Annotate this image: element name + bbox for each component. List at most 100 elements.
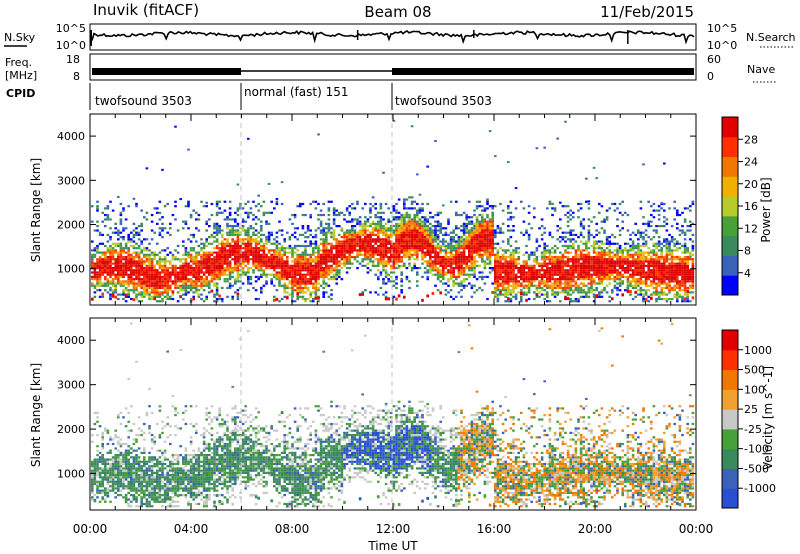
heatmap-cell <box>455 262 458 265</box>
heatmap-cell <box>361 260 364 263</box>
heatmap-cell <box>187 251 190 254</box>
heatmap-cell <box>130 297 133 301</box>
heatmap-cell <box>470 247 474 250</box>
heatmap-cell <box>140 249 143 252</box>
heatmap-cell <box>267 258 271 261</box>
heatmap-cell <box>434 220 437 223</box>
heatmap-cell <box>143 216 146 219</box>
heatmap-cell <box>434 240 437 243</box>
heatmap-cell <box>499 293 502 296</box>
heatmap-cell <box>395 222 398 225</box>
heatmap-cell <box>561 289 565 292</box>
heatmap-cell <box>631 247 635 250</box>
heatmap-cell <box>507 255 510 259</box>
heatmap-cell <box>439 271 442 274</box>
heatmap-cell <box>135 273 138 276</box>
heatmap-cell <box>111 266 115 270</box>
heatmap-cell <box>387 255 390 259</box>
heatmap-cell <box>374 227 377 230</box>
heatmap-cell <box>507 289 510 292</box>
heatmap-cell <box>507 280 510 283</box>
heatmap-cell <box>135 282 138 285</box>
heatmap-cell <box>655 297 658 301</box>
heatmap-cell <box>200 258 203 261</box>
heatmap-cell <box>200 200 203 203</box>
heatmap-cell <box>434 231 437 234</box>
heatmap-cell <box>145 284 149 287</box>
heatmap-cell <box>335 269 338 272</box>
heatmap-cell <box>387 233 390 237</box>
heatmap-cell <box>629 293 632 296</box>
heatmap-cell <box>296 278 299 281</box>
heatmap-cell <box>270 278 273 281</box>
heatmap-cell <box>384 260 388 263</box>
heatmap-cell <box>397 216 401 219</box>
heatmap-cell <box>618 278 622 281</box>
heatmap-cell <box>491 242 494 245</box>
heatmap-cell <box>548 255 552 259</box>
heatmap-cell <box>540 275 544 279</box>
heatmap-cell <box>642 260 645 263</box>
heatmap-cell <box>546 271 549 274</box>
heatmap-cell <box>262 233 266 237</box>
heatmap-cell <box>637 247 640 250</box>
heatmap-cell <box>569 240 572 243</box>
heatmap-cell <box>145 278 149 281</box>
heatmap-cell <box>312 253 315 256</box>
heatmap-cell <box>356 222 359 225</box>
heatmap-cell <box>247 269 250 272</box>
heatmap-cell <box>322 291 325 294</box>
heatmap-cell <box>306 278 310 281</box>
heatmap-cell <box>624 249 627 252</box>
heatmap-cell <box>241 227 245 230</box>
heatmap-cell <box>626 229 630 232</box>
heatmap-cell <box>509 251 513 254</box>
heatmap-cell <box>135 202 138 206</box>
heatmap-cell <box>252 233 255 237</box>
heatmap-cell <box>338 260 341 263</box>
heatmap-cell <box>158 200 162 203</box>
heatmap-cell <box>585 260 588 263</box>
heatmap-cell <box>392 264 396 267</box>
heatmap-cell <box>322 293 325 296</box>
heatmap-cell <box>639 282 643 285</box>
heatmap-cell <box>184 275 188 279</box>
heatmap-cell <box>343 264 346 267</box>
heatmap-cell <box>408 236 411 239</box>
heatmap-cell <box>210 271 214 274</box>
heatmap-cell <box>171 213 175 217</box>
heatmap-cell <box>291 222 294 225</box>
heatmap-cell <box>179 278 182 281</box>
heatmap-cell <box>101 273 104 276</box>
heatmap-cell <box>241 238 245 241</box>
heatmap-cell <box>356 238 359 241</box>
heatmap-cell <box>621 253 624 256</box>
heatmap-cell <box>156 293 159 296</box>
heatmap-cell <box>306 244 310 248</box>
heatmap-cell <box>486 233 489 237</box>
heatmap-cell <box>291 280 294 283</box>
heatmap-cell <box>418 240 422 243</box>
heatmap-cell <box>655 289 658 293</box>
heatmap-cell <box>470 258 474 261</box>
heatmap-cell <box>382 280 385 283</box>
heatmap-cell <box>135 275 138 279</box>
heatmap-cell <box>624 269 627 272</box>
heatmap-cell <box>293 213 297 217</box>
heatmap-cell <box>140 286 143 290</box>
heatmap-cell <box>509 273 513 276</box>
heatmap-cell <box>530 253 533 256</box>
heatmap-cell <box>312 286 315 290</box>
heatmap-cell <box>117 233 120 237</box>
heatmap-cell <box>408 244 411 248</box>
heatmap-cell <box>314 275 318 279</box>
heatmap-cell <box>631 269 635 272</box>
heatmap-cell <box>637 266 640 270</box>
heatmap-cell <box>613 260 617 263</box>
heatmap-cell <box>332 269 336 272</box>
heatmap-cell <box>247 244 250 248</box>
heatmap-cell <box>585 242 588 245</box>
heatmap-cell <box>314 278 318 281</box>
heatmap-cell <box>639 291 643 294</box>
heatmap-cell <box>423 224 427 228</box>
